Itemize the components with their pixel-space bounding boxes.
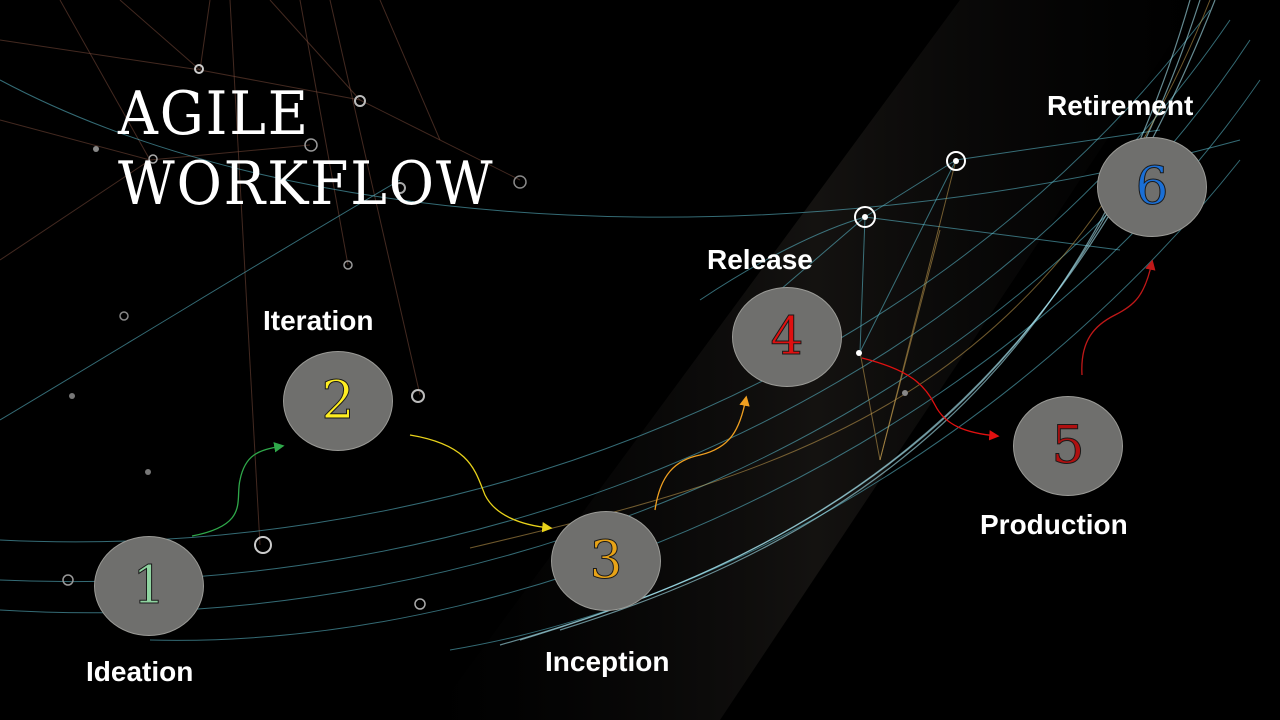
flow-arrows <box>191 259 1156 537</box>
arrow-5-to-6 <box>1081 259 1156 376</box>
step-node-1: 1 <box>94 536 204 636</box>
step-number-6: 6 <box>1135 157 1169 218</box>
step-number-4: 4 <box>770 307 804 368</box>
background-dots <box>62 64 966 610</box>
step-label-production: Production <box>980 509 1128 540</box>
page-title-line-1: AGILE <box>118 79 310 149</box>
step-number-3: 3 <box>589 531 623 592</box>
step-node-6: 6 <box>1097 137 1207 237</box>
step-label-retirement: Retirement <box>1047 90 1194 121</box>
step-node-2: 2 <box>283 351 393 451</box>
step-number-5: 5 <box>1051 416 1085 477</box>
step-node-5: 5 <box>1013 396 1123 496</box>
step-node-4: 4 <box>732 287 842 387</box>
step-number-1: 1 <box>132 556 166 617</box>
step-label-release: Release <box>707 244 813 275</box>
step-number-2: 2 <box>321 371 355 432</box>
arrow-3-to-4 <box>654 395 750 511</box>
step-label-inception: Inception <box>545 646 670 677</box>
page-title-line-2: WORKFLOW <box>118 149 495 219</box>
step-label-ideation: Ideation <box>86 656 194 687</box>
arrow-1-to-2 <box>191 442 285 537</box>
step-label-iteration: Iteration <box>263 305 374 336</box>
step-node-3: 3 <box>551 511 661 611</box>
arrow-2-to-3 <box>409 434 553 533</box>
arrow-4-to-5 <box>861 357 1000 441</box>
